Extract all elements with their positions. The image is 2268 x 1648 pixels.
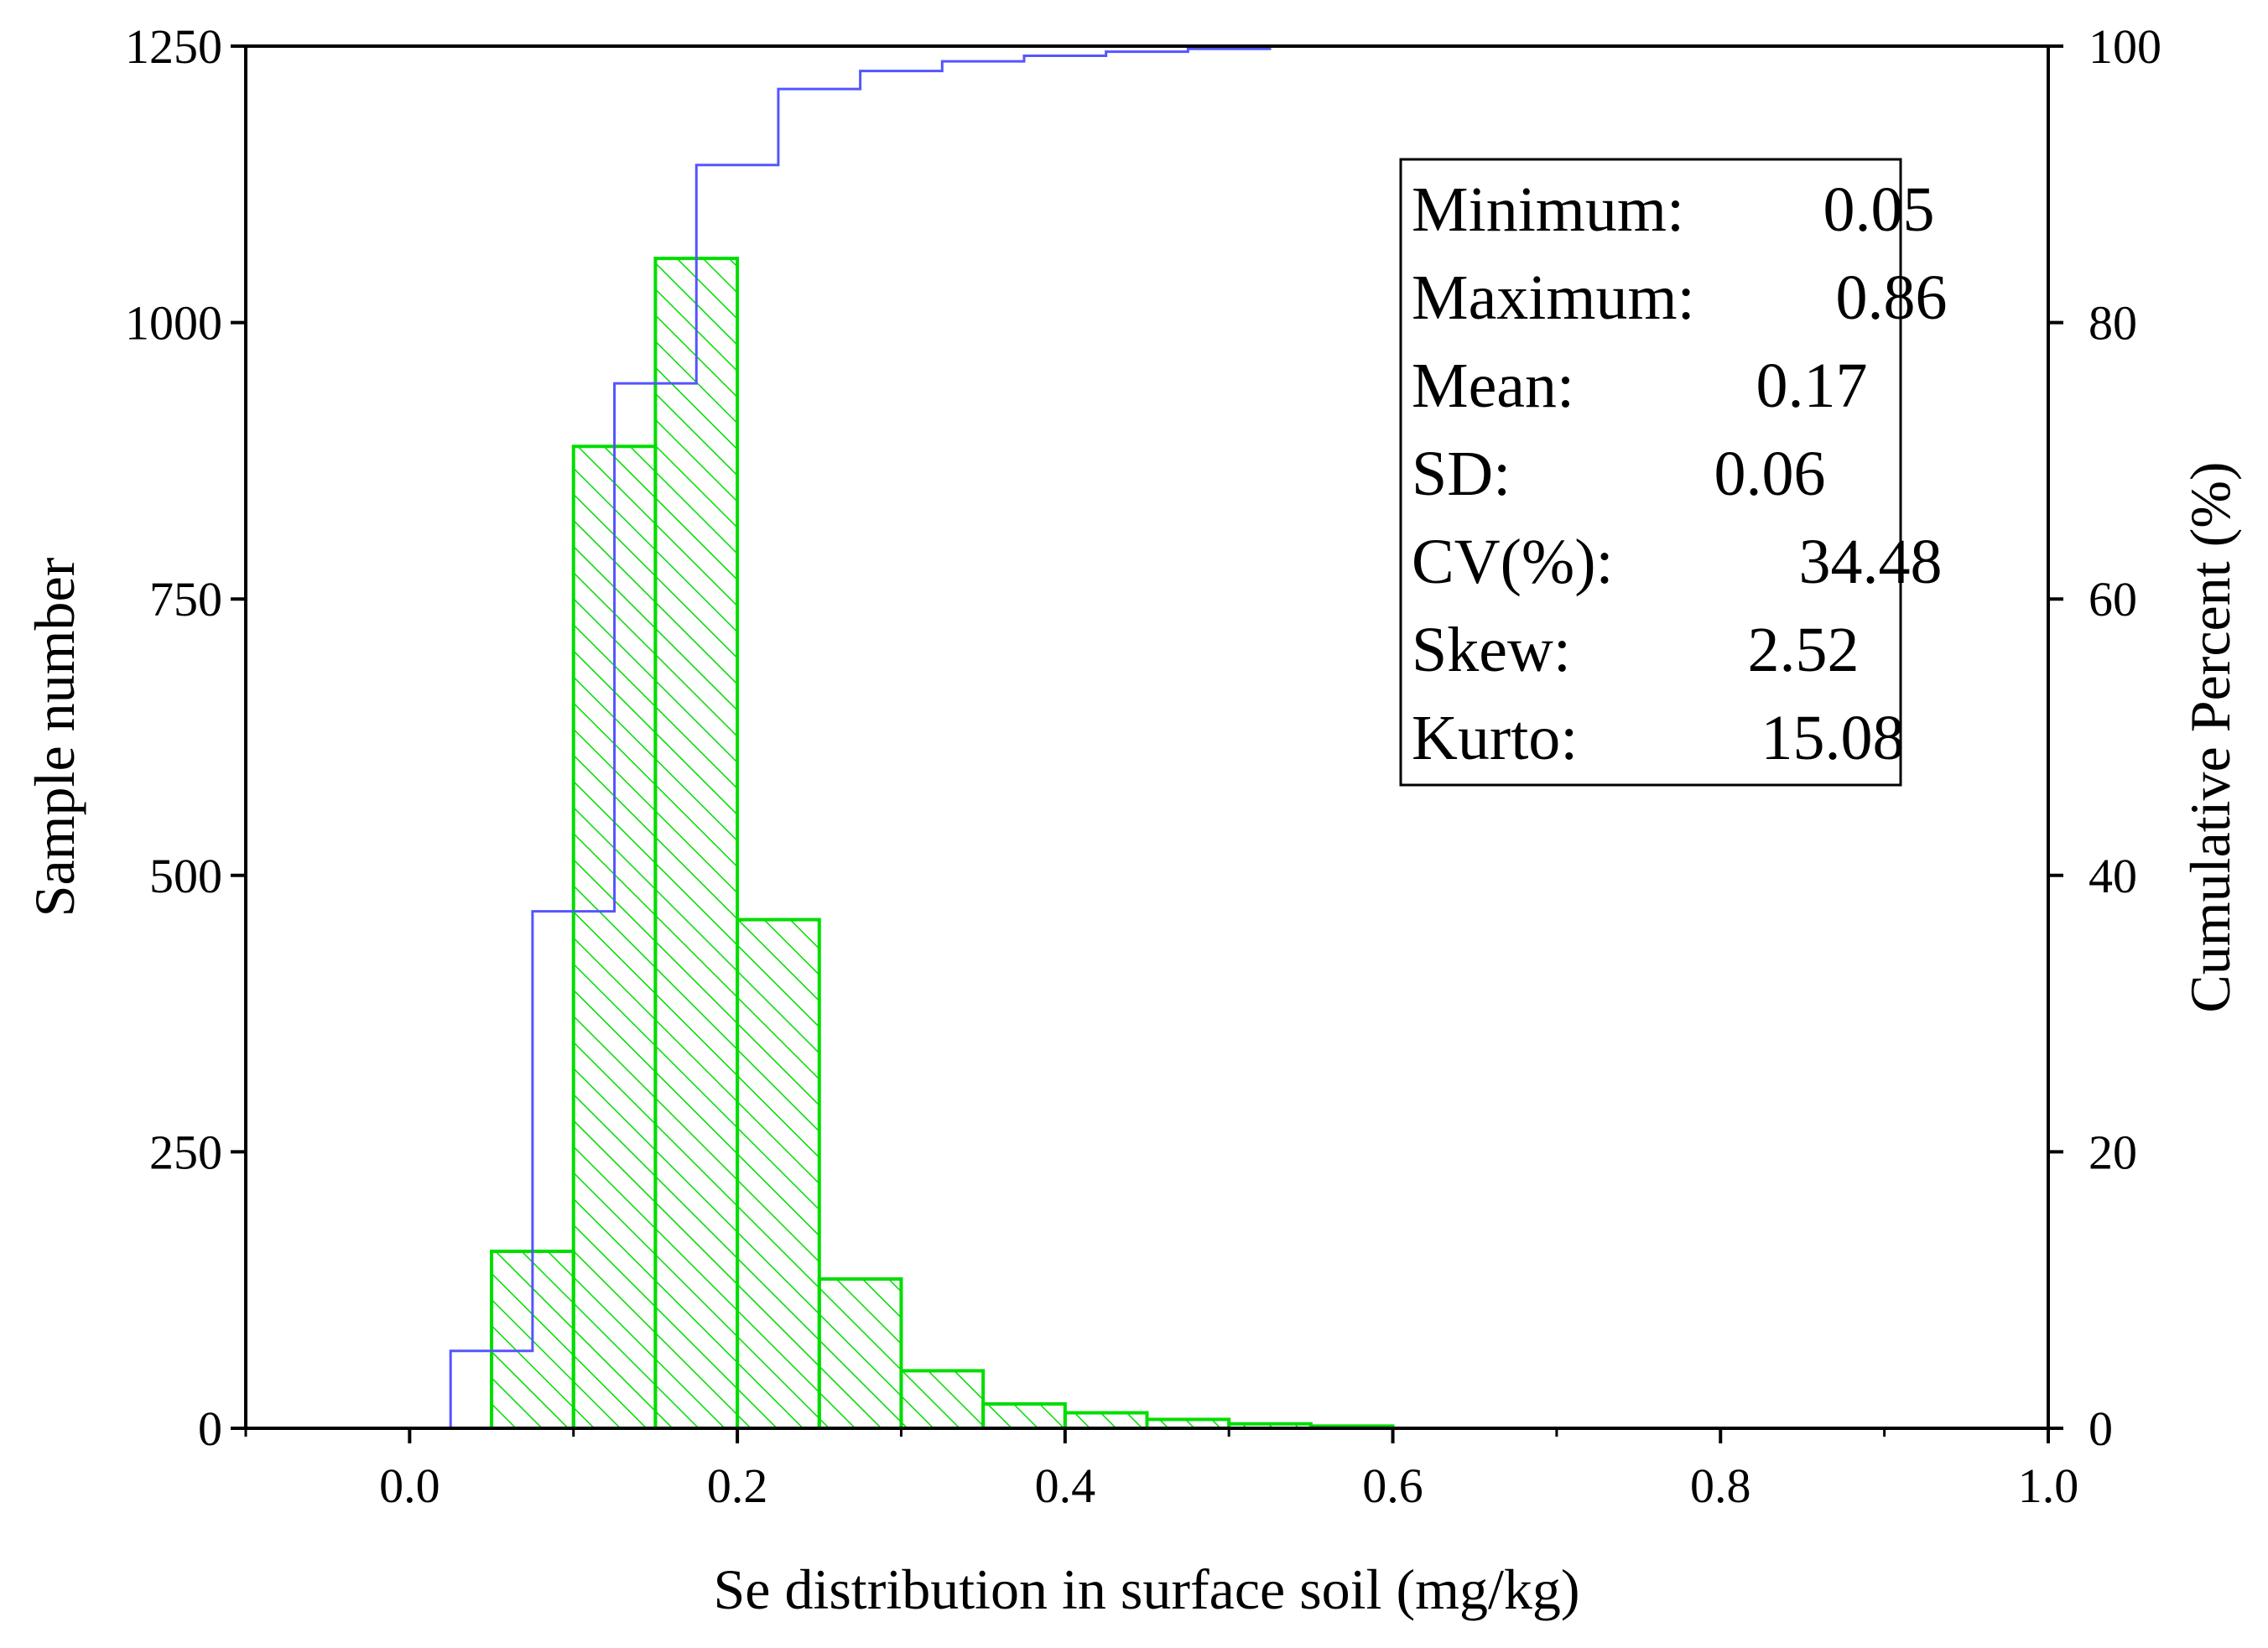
histogram-bar <box>981 1401 1067 1431</box>
stat-label: Skew: <box>1412 615 1571 685</box>
stat-value: 0.86 <box>1836 263 1948 333</box>
stat-value: 34.48 <box>1799 527 1943 597</box>
y-tick-label: 0 <box>198 1401 222 1456</box>
y2-axis-title: Cumulative Percent (%) <box>2178 461 2242 1012</box>
histogram-bar <box>899 1369 986 1431</box>
statistics-box: Minimum: 0.05 Maximum: 0.86 Mean: 0.17 SD: 0.06… <box>1399 158 1948 787</box>
stat-label: Mean: <box>1412 351 1574 421</box>
y-tick-label: 250 <box>149 1125 222 1179</box>
y2-tick-label: 80 <box>2089 296 2137 351</box>
x-tick-label: 0.2 <box>707 1458 768 1513</box>
x-tick-label: 0.6 <box>1362 1458 1423 1513</box>
y-axis-ticks: 0 250 500 750 1000 1250 <box>125 19 246 1456</box>
x-tick-label: 0.0 <box>379 1458 440 1513</box>
stat-value: 2.52 <box>1748 615 1860 685</box>
stat-value: 0.05 <box>1823 174 1935 245</box>
y-tick-label: 750 <box>149 572 222 626</box>
stat-label: Minimum: <box>1412 174 1684 245</box>
x-tick-label: 0.8 <box>1690 1458 1751 1513</box>
y-tick-label: 1250 <box>125 19 222 74</box>
y-axis-title: Sample number <box>23 557 86 917</box>
stat-value: 0.06 <box>1714 439 1826 509</box>
x-tick-label: 1.0 <box>2018 1458 2079 1513</box>
stat-label: Maximum: <box>1412 263 1695 333</box>
y2-axis-ticks: 0 20 40 60 80 100 <box>2048 19 2161 1456</box>
stat-value: 0.17 <box>1756 351 1868 421</box>
histogram-bars <box>490 257 1395 1431</box>
y2-tick-label: 20 <box>2089 1125 2137 1179</box>
statistics-box-frame <box>1399 158 1902 787</box>
y2-tick-label: 60 <box>2089 572 2137 626</box>
x-axis-title: Se distribution in surface soil (mg/kg) <box>713 1557 1579 1621</box>
statistics-rows: Minimum: 0.05 Maximum: 0.86 Mean: 0.17 SD: 0.06… <box>1412 174 1948 773</box>
stat-value: 15.08 <box>1761 703 1905 773</box>
histogram-bar <box>817 1277 903 1430</box>
histogram-bar <box>736 918 821 1430</box>
stat-label: SD: <box>1412 439 1511 509</box>
x-axis-ticks: 0.0 0.2 0.4 0.6 0.8 1.0 <box>244 1428 2079 1513</box>
plot-frame <box>244 44 2050 1430</box>
y-tick-label: 1000 <box>125 296 222 351</box>
y2-tick-label: 0 <box>2089 1401 2113 1456</box>
y-tick-label: 500 <box>149 849 222 903</box>
stat-label: CV(%): <box>1412 527 1614 597</box>
stat-label: Kurto: <box>1412 703 1578 773</box>
y2-tick-label: 40 <box>2089 849 2137 903</box>
histogram-bar <box>653 257 740 1430</box>
y2-tick-label: 100 <box>2089 19 2161 74</box>
cumulative-percent-line <box>449 44 1393 1428</box>
histogram-bar <box>1063 1411 1149 1430</box>
x-tick-label: 0.4 <box>1035 1458 1096 1513</box>
